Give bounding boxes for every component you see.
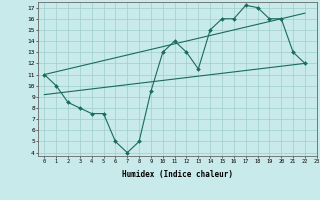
- X-axis label: Humidex (Indice chaleur): Humidex (Indice chaleur): [122, 170, 233, 179]
